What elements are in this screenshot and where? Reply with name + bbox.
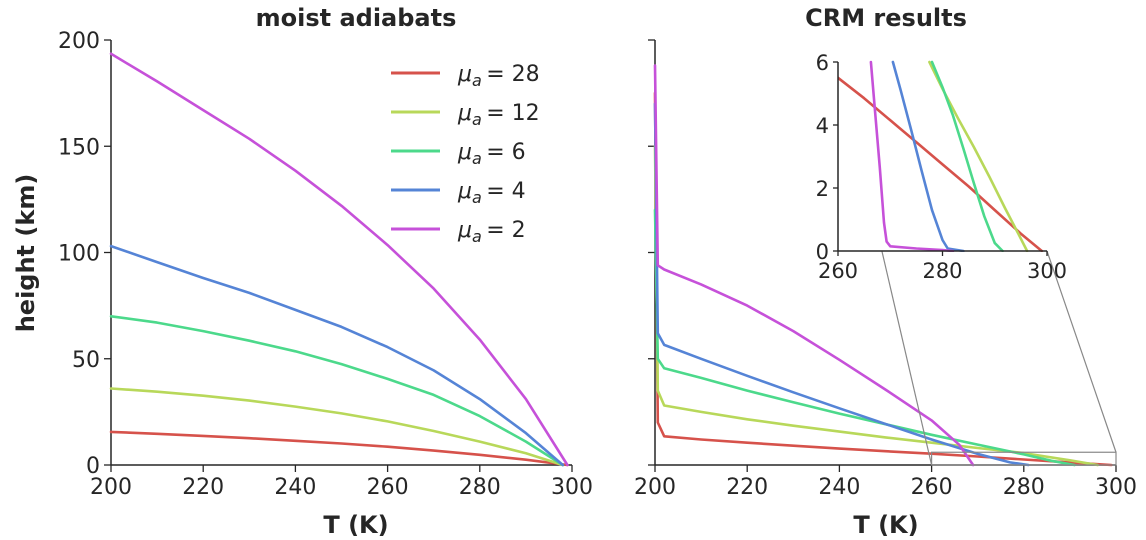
inset-x-tick-label: 280 [922, 259, 962, 283]
left-panel: moist adiabats T (K) height (km) 200 220 2… [12, 4, 593, 539]
right-panel-title: CRM results [805, 4, 967, 32]
left-panel-y-tick-label: 100 [58, 242, 100, 267]
inset-x-tick-label: 300 [1027, 259, 1067, 283]
right-panel-x-tick-label: 300 [1095, 475, 1137, 500]
right-panel-x-tick-label: 280 [1003, 475, 1045, 500]
right-panel-series-line-0 [653, 91, 1113, 467]
inset-y-tick-label: 6 [816, 51, 829, 75]
left-panel-series-line-1 [109, 387, 565, 467]
legend-entry-label: μa = 28 [457, 62, 540, 90]
right-panel-series-line-2 [653, 208, 1076, 467]
left-panel-x-tick-label: 240 [274, 475, 316, 500]
inset-series-line-3 [891, 60, 965, 252]
left-panel-series [109, 52, 569, 467]
inset-series-line-4 [869, 60, 955, 252]
left-panel-x-tick-label: 200 [90, 475, 132, 500]
left-panel-x-tick-label: 300 [551, 475, 593, 500]
left-panel-axes: 200 220 240 260 280 300 0 50 100 150 200 [58, 29, 593, 500]
inset-series [838, 60, 1044, 252]
right-panel-series-line-4 [653, 64, 975, 467]
right-panel-series [653, 64, 1113, 467]
inset-y-tick-label: 2 [816, 177, 829, 201]
left-panel-y-tick-label: 50 [72, 348, 100, 373]
left-panel-x-tick-label: 220 [182, 475, 224, 500]
legend-entry-label: μa = 4 [457, 179, 526, 207]
left-panel-series-line-0 [109, 430, 569, 467]
inset-x-tick-label: 260 [818, 259, 858, 283]
zoom-region-box [930, 451, 1117, 466]
right-panel-x-tick-label: 240 [818, 475, 860, 500]
left-panel-series-line-3 [109, 244, 565, 467]
right-panel-x-tick-label: 260 [911, 475, 953, 500]
right-panel-x-tick-label: 220 [726, 475, 768, 500]
left-panel-y-tick-label: 150 [58, 135, 100, 160]
left-panel-y-tick-label: 200 [58, 29, 100, 54]
left-panel-x-axis-label: T (K) [323, 511, 388, 539]
right-panel-x-tick-label: 200 [634, 475, 676, 500]
inset-series-line-2 [930, 60, 1004, 252]
left-panel-title: moist adiabats [256, 4, 457, 32]
legend-entry-label: μa = 12 [457, 101, 540, 129]
legend-entry-label: μa = 2 [457, 218, 526, 246]
right-panel-x-axis-label: T (K) [853, 511, 918, 539]
left-panel-y-tick-label: 0 [86, 454, 100, 479]
left-panel-series-line-4 [109, 52, 569, 467]
left-panel-series-line-2 [109, 315, 565, 467]
zoom-connector-line [1046, 250, 1117, 453]
inset-y-tick-label: 4 [816, 114, 829, 138]
left-panel-y-axis-label: height (km) [12, 174, 40, 333]
legend: μa = 28 μa = 12 μa = 6 μa = 4 μa = 2 [391, 62, 540, 246]
left-panel-x-tick-label: 260 [367, 475, 409, 500]
right-panel-series-line-3 [653, 102, 1030, 467]
left-panel-x-tick-label: 280 [459, 475, 501, 500]
inset-axes: 260 280 300 0 2 4 6 [816, 51, 1067, 283]
inset-series-line-0 [838, 76, 1044, 252]
right-panel: CRM results T (K) 200 220 240 260 280 300 260… [634, 4, 1137, 539]
legend-entry-label: μa = 6 [457, 140, 526, 168]
inset-y-tick-label: 0 [816, 240, 829, 264]
